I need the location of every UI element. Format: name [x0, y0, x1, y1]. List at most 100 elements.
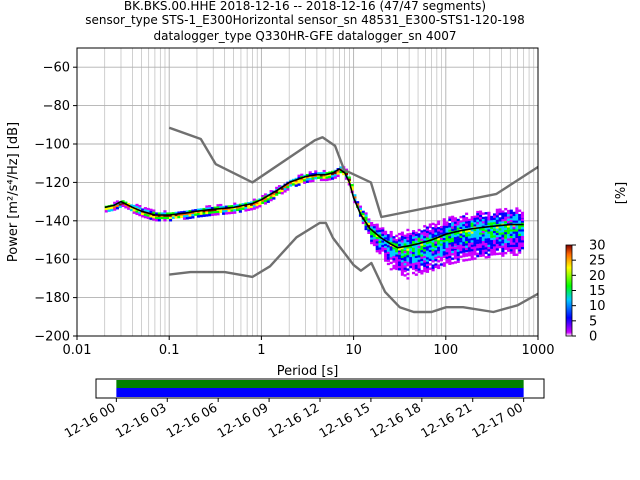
heatmap-cell: [392, 251, 396, 254]
heatmap-cell: [294, 180, 298, 183]
heatmap-cell: [451, 242, 455, 245]
heatmap-cell: [233, 211, 237, 214]
heatmap-cell: [445, 256, 449, 260]
heatmap-cell: [479, 219, 483, 222]
heatmap-cell: [389, 239, 393, 243]
heatmap-cell: [518, 220, 522, 223]
heatmap-cell: [411, 260, 416, 264]
heatmap-cell: [409, 248, 413, 251]
heatmap-cell: [425, 257, 430, 260]
heatmap-cell: [467, 258, 471, 261]
heatmap-cell: [428, 245, 432, 248]
y-tick-label: −100: [34, 138, 70, 153]
heatmap-cell: [227, 211, 231, 215]
heatmap-cell: [409, 239, 413, 242]
x-tick-label: 100: [433, 343, 458, 358]
heatmap-cell: [322, 169, 326, 173]
heatmap-cell: [244, 206, 248, 210]
heatmap-cell: [375, 225, 379, 229]
heatmap-cell: [470, 224, 474, 228]
heatmap-cell: [487, 211, 491, 215]
heatmap-cell: [501, 249, 505, 253]
heatmap-cell: [479, 232, 483, 235]
y-axis-label: Power [m²/s⁴/Hz] [dB]: [6, 122, 21, 262]
heatmap-cell: [411, 263, 416, 266]
heatmap-cell: [498, 230, 502, 233]
y-tick-label: −180: [34, 291, 70, 306]
y-axis-ticks: −200 −180 −160 −140 −120 −100 −80 −60: [34, 61, 77, 345]
heatmap-cell: [481, 234, 485, 237]
heatmap-cell: [157, 219, 161, 222]
heatmap-cell: [431, 240, 435, 243]
heatmap-cell: [470, 246, 474, 250]
heatmap-cell: [459, 251, 463, 254]
x-tick-label: 0.1: [159, 343, 180, 358]
heatmap-cell: [453, 246, 457, 249]
heatmap-cell: [470, 257, 474, 261]
heatmap-cell: [406, 261, 410, 265]
heatmap-cell: [216, 210, 220, 214]
heatmap-cell: [448, 216, 452, 219]
heatmap-cell: [339, 166, 343, 169]
colorbar-tick-label: 0: [589, 330, 597, 345]
heatmap-cell: [378, 227, 382, 231]
heatmap-cell: [353, 194, 357, 197]
heatmap-cell: [367, 231, 371, 234]
heatmap-cell: [518, 249, 522, 252]
heatmap-cell: [406, 246, 410, 249]
heatmap-cell: [222, 212, 226, 215]
heatmap-cell: [110, 206, 114, 210]
heatmap-cell: [339, 170, 343, 174]
coverage-bars: [116, 380, 524, 397]
heatmap-cell: [520, 211, 525, 215]
heatmap-cell: [476, 215, 480, 218]
heatmap-cell: [280, 187, 284, 191]
heatmap-cell: [437, 264, 441, 267]
heatmap-cell: [247, 201, 251, 205]
heatmap-cell: [506, 234, 511, 237]
heatmap-cell: [423, 249, 427, 252]
heatmap-cell: [378, 251, 382, 255]
heatmap-cell: [185, 212, 189, 216]
heatmap-cell: [238, 203, 242, 207]
heatmap-cell: [484, 238, 488, 241]
heatmap-cell: [453, 248, 457, 251]
heatmap-cell: [448, 242, 452, 246]
heatmap-cell: [118, 203, 122, 206]
heatmap-cell: [484, 216, 488, 219]
heatmap-cell: [124, 203, 128, 207]
heatmap-cell: [395, 243, 399, 246]
heatmap-cell: [414, 253, 418, 257]
heatmap-cell: [518, 229, 522, 232]
heatmap-cell: [453, 217, 457, 220]
heatmap-cell: [490, 222, 494, 225]
heatmap-cell: [476, 243, 480, 247]
heatmap-cell: [411, 247, 416, 251]
heatmap-cell: [420, 252, 424, 255]
heatmap-cell: [515, 244, 519, 248]
heatmap-cell: [263, 197, 268, 201]
heatmap-cell: [364, 216, 368, 220]
heatmap-cell: [314, 170, 318, 173]
heatmap-cell: [518, 218, 522, 221]
heatmap-cell: [414, 266, 418, 270]
heatmap-cell: [113, 208, 117, 211]
heatmap-cell: [199, 210, 203, 213]
heatmap-cell: [515, 218, 519, 221]
heatmap-cell: [425, 268, 430, 271]
heatmap-cell: [185, 214, 189, 218]
heatmap-cell: [392, 258, 396, 261]
heatmap-cell: [205, 205, 209, 208]
heatmap-cell: [462, 259, 466, 262]
coverage-bar: [116, 388, 524, 397]
heatmap-cell: [459, 246, 463, 250]
heatmap-cell: [152, 211, 156, 215]
heatmap-cell: [330, 170, 335, 174]
heatmap-cell: [437, 260, 441, 263]
heatmap-cell: [501, 214, 505, 218]
heatmap-cell: [439, 230, 444, 233]
heatmap-cell: [398, 259, 402, 262]
heatmap-cell: [370, 224, 374, 227]
heatmap-cell: [417, 239, 421, 243]
